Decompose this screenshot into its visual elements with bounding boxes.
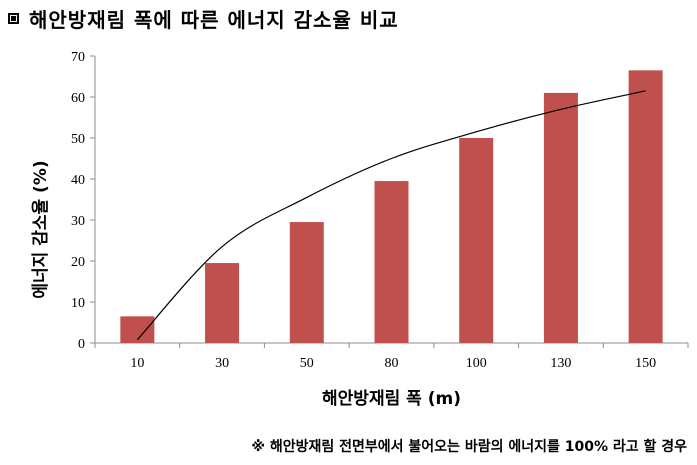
page-title: 해안방재림 폭에 따른 에너지 감소율 비교 xyxy=(29,8,399,32)
y-tick-label: 20 xyxy=(71,255,85,270)
title-row: 해안방재림 폭에 따른 에너지 감소율 비교 xyxy=(8,4,399,33)
y-tick-label: 10 xyxy=(71,296,85,311)
chart-labels: 0 10 20 30 40 50 60 70 10 30 50 80 100 130 150 해안방재림 폭 … xyxy=(31,50,656,409)
x-tick-label: 80 xyxy=(385,356,399,371)
bar xyxy=(289,222,324,343)
chart-trendline xyxy=(136,90,646,341)
x-axis-title: 해안방재림 폭 (m) xyxy=(322,389,461,409)
bar xyxy=(205,263,240,343)
bar xyxy=(374,181,409,343)
trendline xyxy=(136,90,646,341)
title-marker-icon xyxy=(8,13,19,24)
y-tick-label: 60 xyxy=(71,91,85,106)
x-tick-label: 50 xyxy=(300,356,314,371)
x-tick-label: 150 xyxy=(635,356,656,371)
y-tick-label: 30 xyxy=(71,214,85,229)
y-tick-label: 40 xyxy=(71,173,85,188)
chart-bars xyxy=(120,70,663,344)
x-tick-label: 130 xyxy=(550,356,571,371)
y-tick-label: 0 xyxy=(78,337,85,352)
bar xyxy=(459,138,494,343)
y-axis-title: 에너지 감소율 (%) xyxy=(31,160,51,298)
x-tick-label: 30 xyxy=(215,356,229,371)
footnote: ※ 해안방재림 전면부에서 불어오는 바람의 에너지를 100% 라고 할 경우 xyxy=(251,439,687,455)
y-tick-label: 70 xyxy=(71,50,85,65)
x-tick-label: 100 xyxy=(466,356,487,371)
bar xyxy=(628,70,663,343)
x-tick-label: 10 xyxy=(130,356,144,371)
bar xyxy=(543,92,578,344)
y-tick-label: 50 xyxy=(71,132,85,147)
bar xyxy=(120,316,155,343)
